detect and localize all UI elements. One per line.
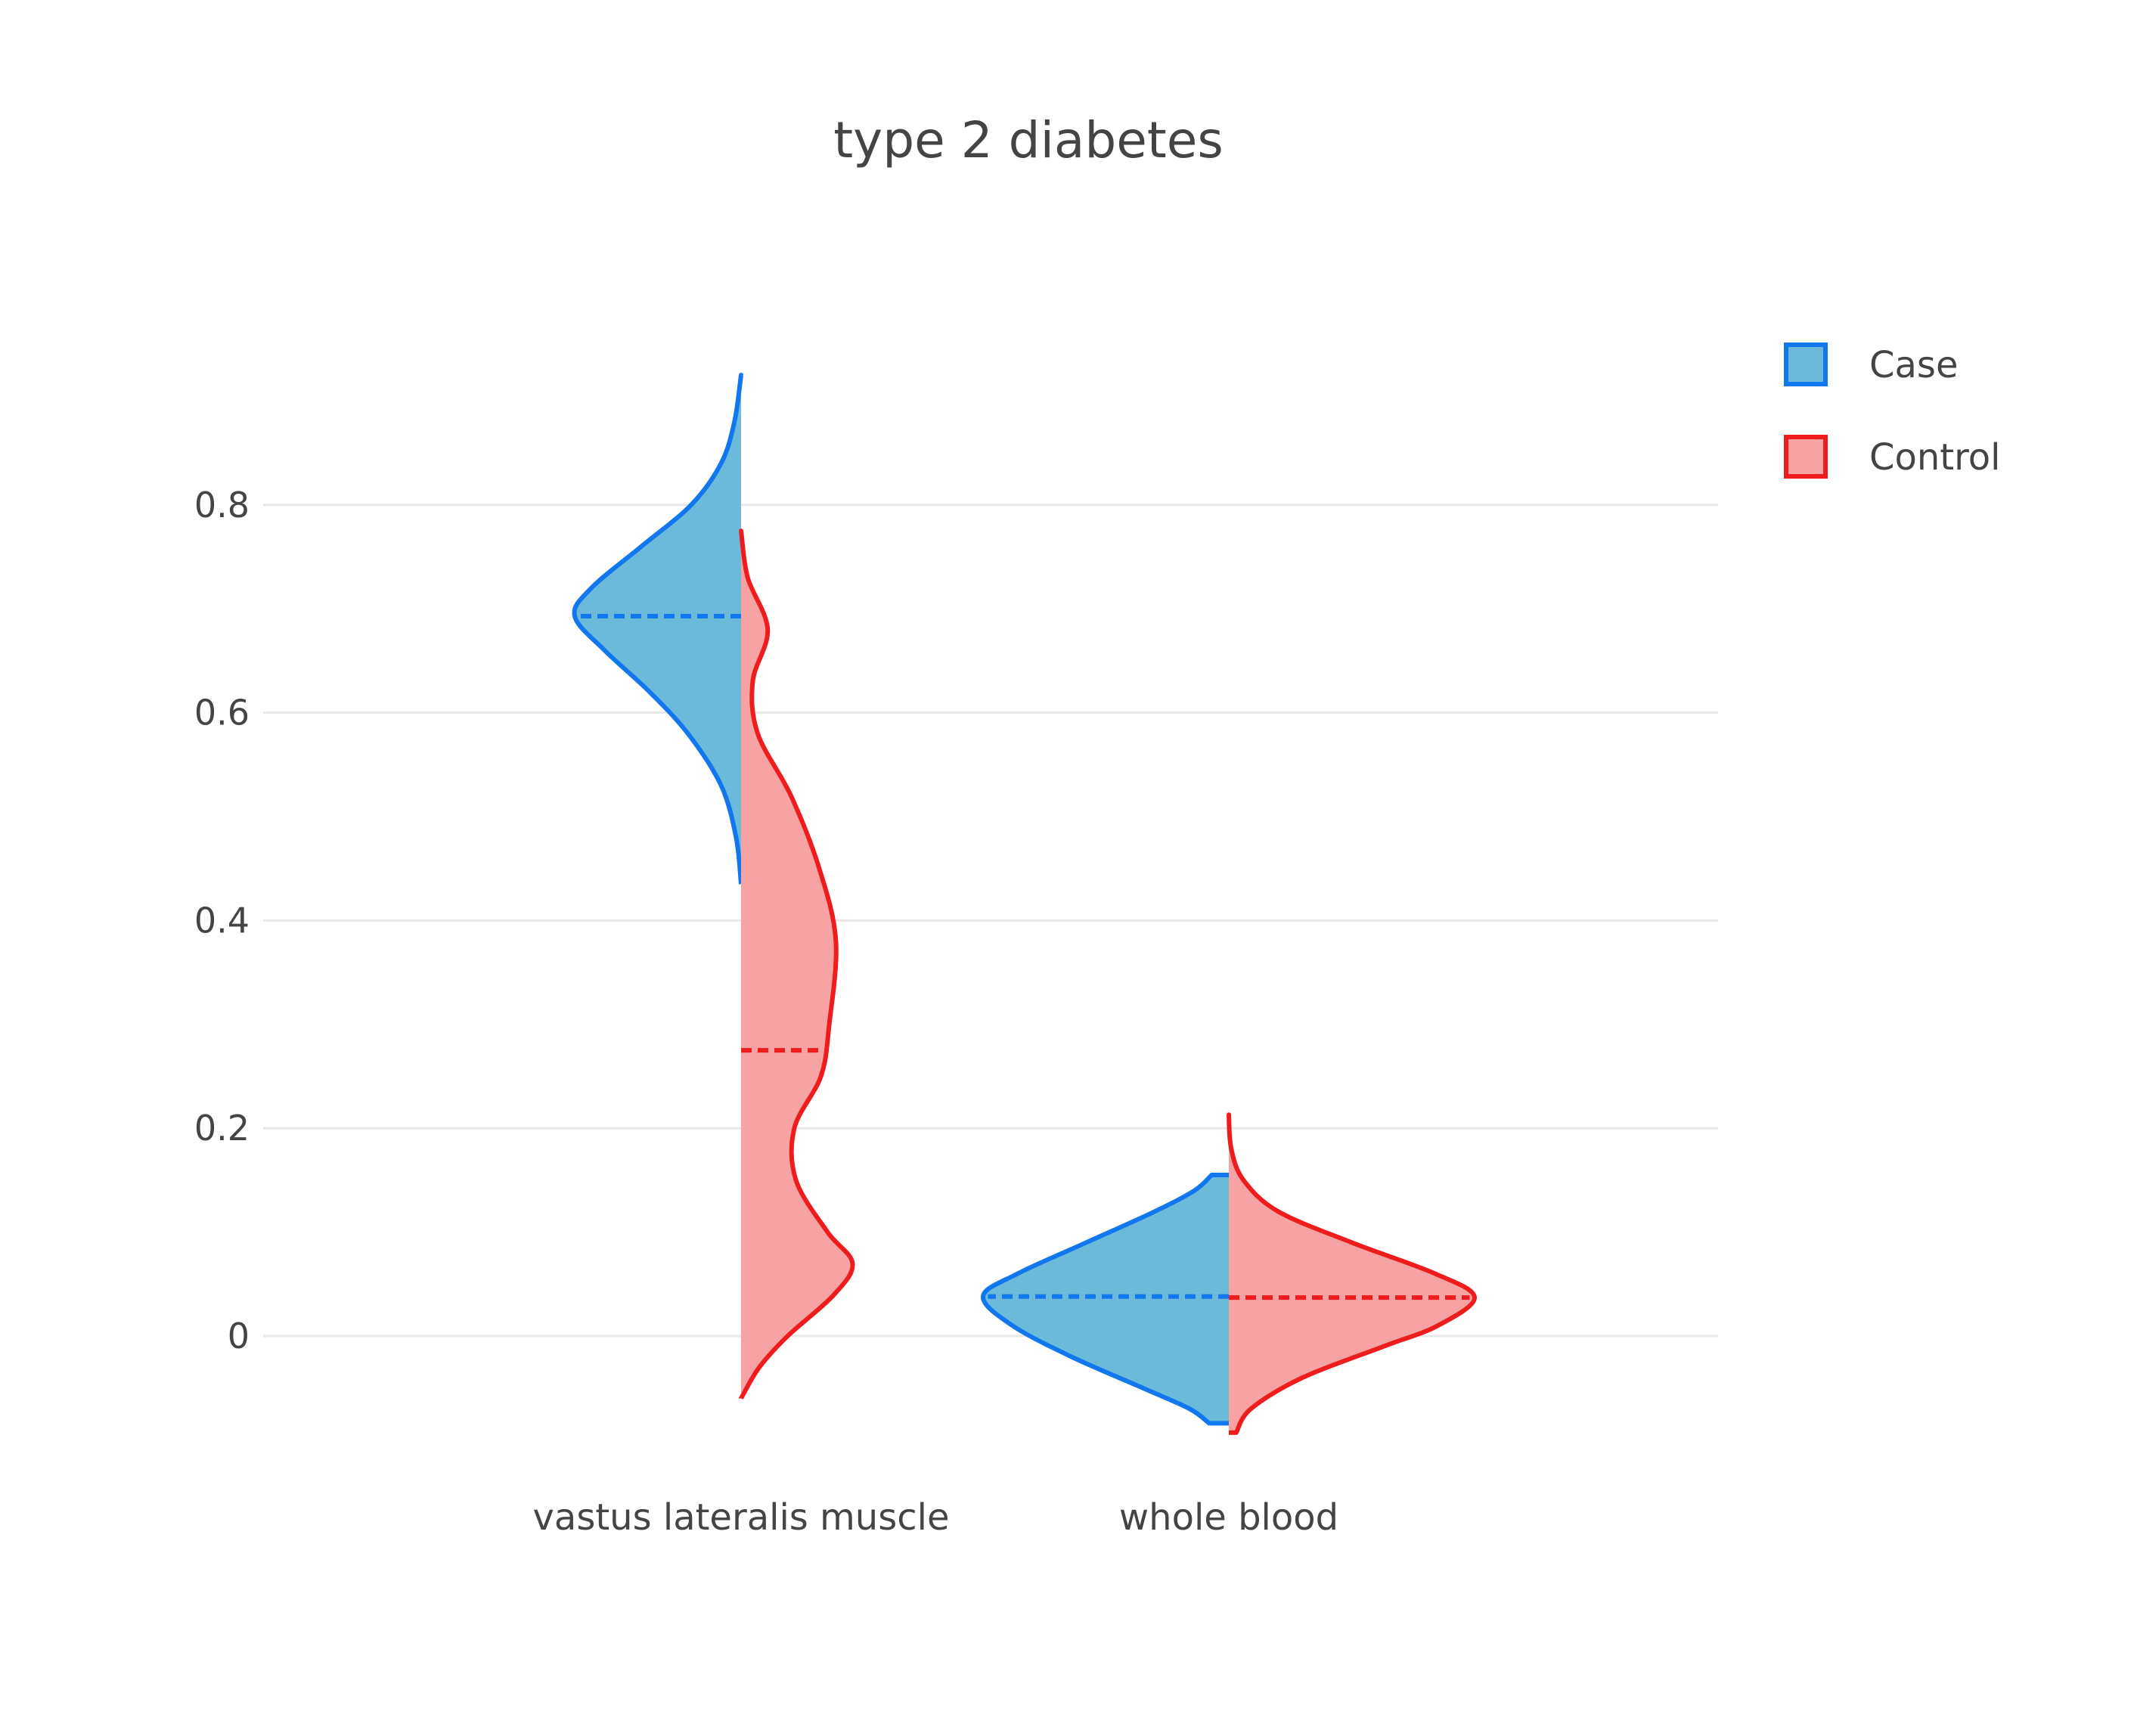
legend[interactable]: Case Control	[1784, 343, 2001, 479]
x-category-label: vastus lateralis muscle	[533, 1496, 950, 1539]
y-tick-label: 0.6	[194, 693, 250, 733]
y-tick-label: 0.2	[194, 1108, 250, 1149]
violin-plot-area	[572, 373, 1477, 1435]
violin-outline	[1227, 1112, 1477, 1435]
violin-fill	[982, 1175, 1229, 1424]
legend-label: Control	[1869, 436, 2001, 479]
legend-item[interactable]: Control	[1784, 435, 2001, 479]
y-tick-label: 0.8	[194, 485, 250, 525]
y-tick-label: 0.4	[194, 900, 250, 941]
violin-fill	[741, 531, 853, 1399]
legend-label: Case	[1869, 344, 1958, 386]
violin-outline	[739, 529, 855, 1401]
legend-swatch	[1784, 435, 1828, 479]
legend-item[interactable]: Case	[1784, 343, 1958, 386]
violin-fill	[574, 375, 741, 885]
chart-title: type 2 diabetes	[833, 111, 1223, 169]
y-axis-ticks: 0 0.2 0.4 0.6 0.8	[194, 485, 250, 1356]
grid-lines	[263, 504, 1718, 1338]
legend-swatch	[1784, 343, 1828, 386]
violin-fill	[1229, 1114, 1475, 1433]
violin-outline	[572, 373, 743, 887]
x-axis-categories: vastus lateralis muscle whole blood	[533, 1496, 1339, 1539]
y-tick-label: 0	[228, 1316, 250, 1356]
x-category-label: whole blood	[1119, 1496, 1338, 1539]
violin-outline	[981, 1173, 1230, 1426]
